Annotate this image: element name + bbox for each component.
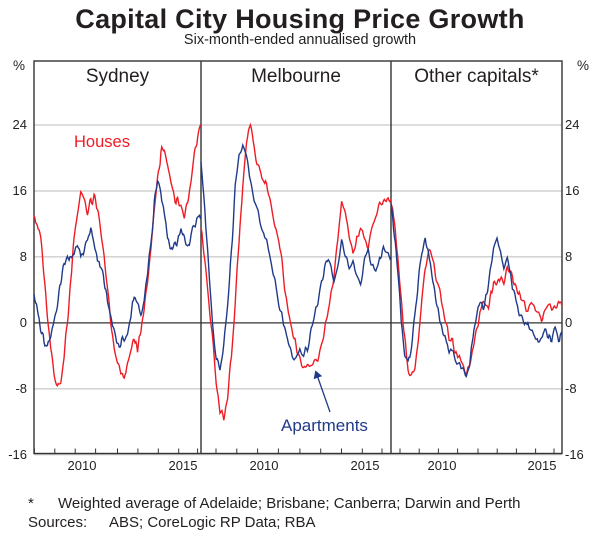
svg-text:Houses: Houses [74,133,130,151]
svg-text:Apartments: Apartments [281,416,368,435]
